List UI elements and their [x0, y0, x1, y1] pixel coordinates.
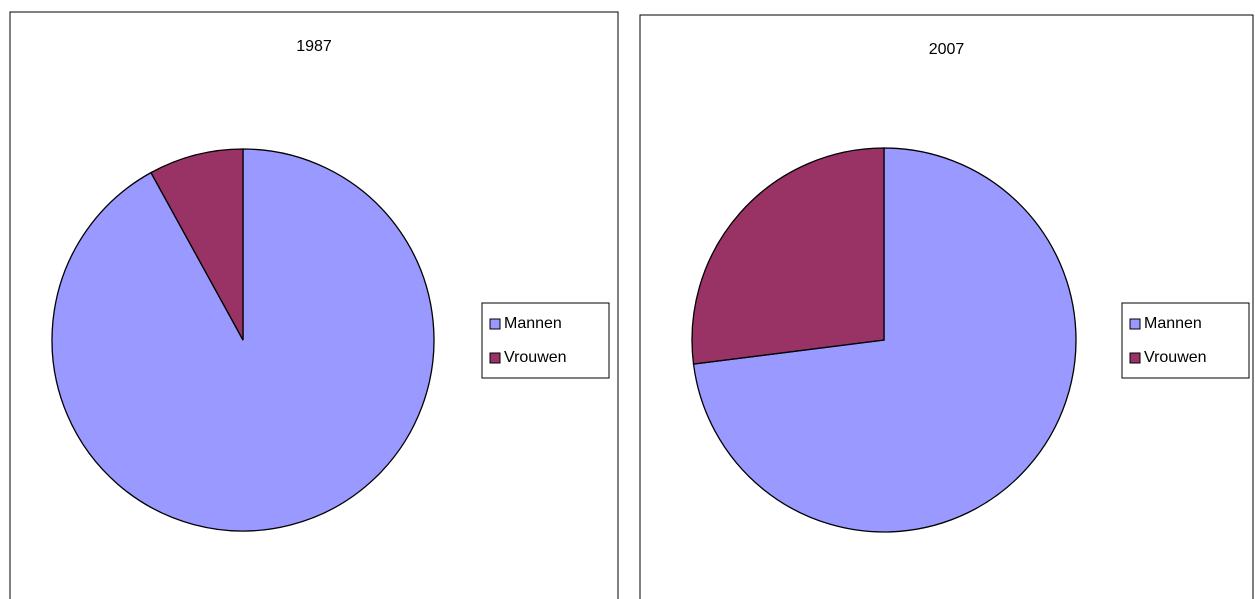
legend-label: Mannen — [1144, 315, 1202, 332]
pie-slice — [692, 147, 1077, 533]
chart-title: 2007 — [929, 41, 965, 58]
legend-label: Vrouwen — [504, 349, 567, 366]
legend-label: Mannen — [504, 315, 562, 332]
legend-box — [481, 302, 610, 379]
chart-title: 1987 — [296, 38, 332, 55]
pie-slice — [150, 148, 244, 341]
legend-swatch — [1129, 352, 1141, 364]
legend-swatch — [489, 352, 501, 364]
legend-swatch — [489, 318, 501, 330]
legend-box — [1121, 302, 1250, 379]
legend-swatch — [1129, 318, 1141, 330]
legend-label: Vrouwen — [1144, 349, 1207, 366]
pie-slice — [691, 147, 885, 365]
